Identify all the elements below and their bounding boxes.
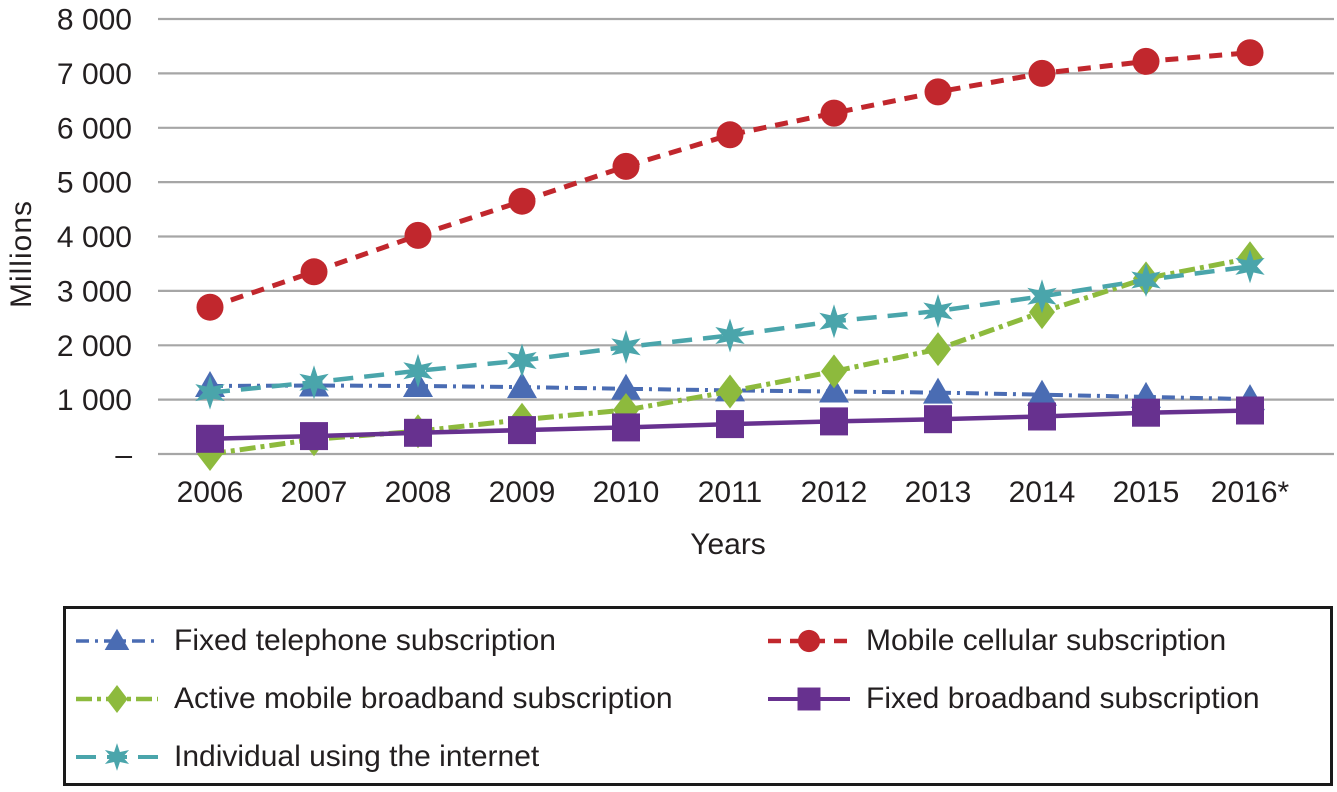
star-marker: [299, 365, 329, 400]
circle-marker: [404, 221, 432, 249]
y-tick-label: 1 000: [57, 384, 132, 417]
circle-marker: [797, 629, 821, 653]
x-tick-label: 2016*: [1211, 476, 1290, 509]
x-tick-label: 2015: [1113, 476, 1180, 509]
legend-label: Individual using the internet: [174, 740, 540, 773]
series-3: [196, 396, 1264, 453]
star-marker: [819, 304, 849, 339]
circle-marker: [820, 99, 848, 127]
chart-plot-area: – 1 000 2 000 3 000 4 000 5 000 6 000 7 000 8 00…: [57, 4, 1334, 509]
y-tick-label: 5 000: [57, 167, 132, 200]
square-marker: [404, 418, 432, 447]
circle-marker: [1132, 47, 1160, 75]
y-tick-label: 4 000: [57, 221, 132, 254]
legend-sample-square: [768, 687, 850, 711]
x-tick-label: 2008: [385, 476, 452, 509]
star-marker: [923, 294, 953, 328]
square-marker: [1236, 396, 1264, 425]
square-marker: [1132, 398, 1160, 427]
x-tick-label: 2006: [177, 476, 244, 509]
legend-sample-diamond: [76, 685, 158, 713]
legend-label: Fixed broadband subscription: [866, 682, 1260, 715]
triangle-marker: [1027, 379, 1057, 406]
square-marker: [300, 422, 328, 451]
triangle-marker: [104, 628, 130, 651]
star-marker: [1027, 279, 1057, 314]
y-axis-title: Millions: [5, 199, 38, 309]
legend-sample-star: [76, 743, 158, 771]
circle-marker: [1028, 59, 1056, 87]
y-tick-label: 7 000: [57, 58, 132, 91]
legend-item-3: Fixed broadband subscription: [768, 681, 1260, 717]
legend-item-2: Active mobile broadband subscription: [76, 681, 673, 717]
triangle-marker: [611, 373, 641, 400]
star-marker: [1131, 263, 1161, 297]
gridlines: [158, 17, 1334, 456]
y-tick-label: 6 000: [57, 112, 132, 145]
square-marker: [1028, 402, 1056, 431]
circle-marker: [300, 258, 328, 286]
diamond-marker: [717, 374, 743, 409]
series-line: [209, 264, 1251, 395]
x-tick-label: 2009: [489, 476, 556, 509]
x-axis-title: Years: [690, 528, 766, 561]
y-tick-label: 8 000: [57, 4, 132, 37]
x-tick-label: 2012: [801, 476, 868, 509]
legend-item-0: Fixed telephone subscription: [76, 623, 556, 659]
square-marker: [820, 407, 848, 436]
star-marker: [715, 318, 745, 353]
legend-item-1: Mobile cellular subscription: [768, 623, 1226, 659]
triangle-marker: [507, 372, 537, 399]
x-tick-label: 2014: [1009, 476, 1076, 509]
diamond-marker: [925, 332, 951, 367]
star-marker: [195, 375, 225, 410]
legend-item-4: Individual using the internet: [76, 739, 539, 775]
legend-sample-triangle: [76, 628, 158, 651]
x-tick-label: 2011: [698, 476, 763, 509]
square-marker: [508, 416, 536, 445]
x-tick-label: 2010: [593, 476, 660, 509]
series-line: [209, 50, 1251, 310]
circle-marker: [196, 293, 224, 321]
triangle-marker: [923, 377, 953, 404]
legend-sample-circle: [768, 629, 850, 653]
x-tick-label: 2013: [905, 476, 972, 509]
circle-marker: [716, 121, 744, 149]
diamond-marker: [821, 354, 847, 389]
circle-marker: [508, 187, 536, 215]
diamond-marker: [106, 685, 128, 713]
square-marker: [612, 413, 640, 442]
y-tick-label: –: [115, 439, 132, 472]
y-tick-label: 3 000: [57, 275, 132, 308]
legend-box: Fixed telephone subscription Mobile cellu…: [63, 606, 1333, 786]
star-marker: [403, 353, 433, 388]
triangle-marker: [819, 376, 849, 403]
square-marker: [716, 410, 744, 439]
x-tick-labels: 2006 2007 2008 2009 2010 2011 2012 2013 2014 2015…: [177, 476, 1290, 509]
legend-label: Fixed telephone subscription: [174, 624, 556, 657]
circle-marker: [612, 152, 640, 180]
legend-label: Active mobile broadband subscription: [174, 682, 673, 715]
y-tick-labels: – 1 000 2 000 3 000 4 000 5 000 6 000 7 000 8 00…: [57, 4, 132, 472]
square-marker: [196, 424, 224, 453]
star-marker: [104, 743, 130, 771]
series-line: [209, 383, 1251, 402]
series-4: [195, 249, 1265, 410]
star-marker: [611, 329, 641, 364]
square-marker: [797, 687, 821, 711]
circle-marker: [1236, 39, 1264, 67]
legend-label: Mobile cellular subscription: [866, 624, 1227, 657]
star-marker: [1235, 249, 1265, 284]
square-marker: [924, 405, 952, 434]
x-tick-label: 2007: [281, 476, 348, 509]
circle-marker: [924, 78, 952, 106]
star-marker: [507, 343, 537, 378]
series-1: [196, 39, 1264, 321]
y-tick-label: 2 000: [57, 330, 132, 363]
